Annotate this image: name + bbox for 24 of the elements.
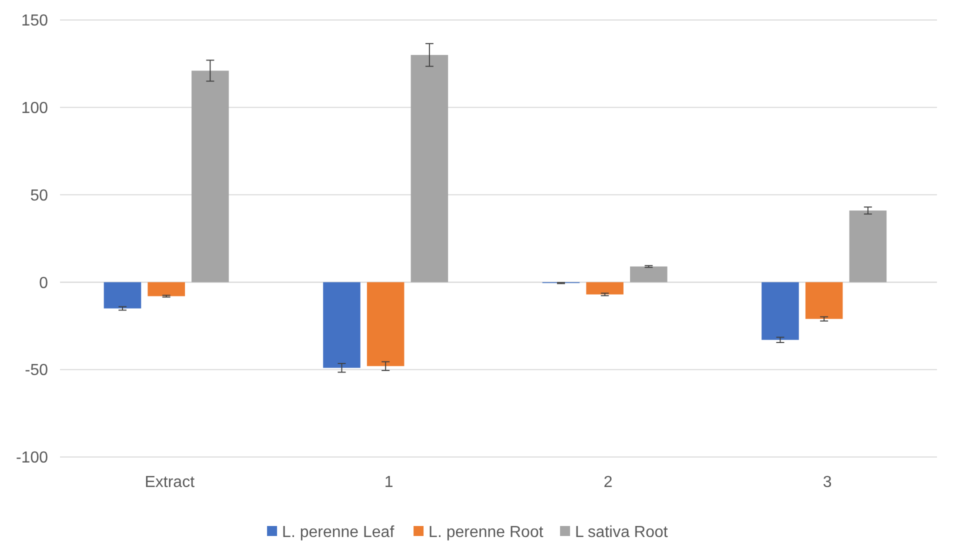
bar [586, 282, 624, 294]
bar [192, 70, 229, 282]
y-tick-label: -50 [24, 362, 48, 380]
bar [805, 282, 843, 319]
bar [104, 282, 142, 308]
bar [630, 266, 668, 282]
bar [849, 210, 887, 282]
legend-label: L. perenne Root [428, 524, 544, 541]
bar [762, 282, 799, 340]
y-tick-label: 0 [39, 274, 48, 292]
bar [410, 54, 448, 282]
x-tick-label: 3 [822, 474, 832, 491]
x-tick-label: 2 [604, 474, 613, 491]
x-tick-label: Extract [144, 474, 196, 491]
bar [366, 282, 404, 366]
legend-label: L sativa Root [575, 524, 668, 541]
bar [323, 282, 360, 368]
y-tick-label: -100 [16, 450, 48, 467]
bar [148, 282, 185, 296]
y-tick-label: 50 [30, 187, 48, 204]
x-tick-label: 1 [384, 474, 394, 491]
legend-label: L. perenne Leaf [282, 524, 395, 541]
y-tick-label: 100 [21, 100, 48, 117]
y-tick-label: 150 [21, 12, 48, 30]
